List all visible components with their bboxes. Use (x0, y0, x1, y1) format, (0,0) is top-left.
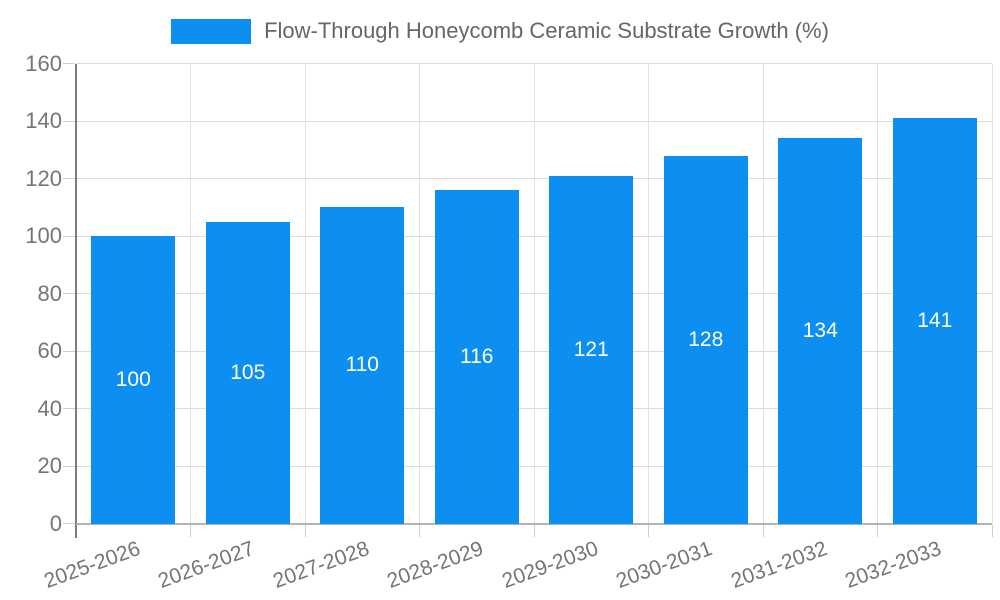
bar-value-label: 134 (802, 318, 838, 342)
bar (892, 118, 977, 524)
bar-value-label: 100 (115, 367, 151, 391)
y-tick-label: 20 (37, 453, 62, 478)
bar-value-label: 110 (345, 353, 379, 377)
bar-value-label: 105 (230, 360, 266, 384)
bar (320, 207, 405, 524)
bar (434, 190, 519, 524)
y-tick (63, 120, 75, 122)
legend-swatch (171, 18, 252, 44)
x-tick-label: 2028-2029 (384, 537, 487, 593)
y-tick-label: 140 (25, 108, 62, 133)
y-tick (63, 63, 75, 64)
bar-value-label: 128 (688, 327, 724, 351)
y-tick-label: 100 (25, 223, 62, 248)
x-tick (991, 524, 993, 537)
y-tick (63, 408, 75, 409)
y-tick (63, 465, 75, 467)
x-tick (648, 524, 649, 537)
x-axis-line (76, 522, 992, 525)
y-tick (63, 235, 75, 237)
y-axis-line (75, 63, 77, 538)
x-gridline (190, 63, 191, 524)
x-tick-label: 2029-2030 (498, 537, 602, 593)
bar-value-label: 141 (917, 308, 953, 332)
x-tick (304, 524, 306, 537)
legend-label: Flow-Through Honeycomb Ceramic Substrate… (264, 18, 829, 43)
x-tick-label: 2027-2028 (269, 537, 373, 593)
x-tick-label: 2032-2033 (842, 537, 945, 593)
y-tick-label: 0 (49, 510, 62, 536)
y-tick (63, 523, 75, 524)
x-tick (877, 524, 878, 537)
y-tick (63, 293, 75, 294)
x-tick-label: 2025-2026 (40, 537, 144, 593)
x-tick-label: 2030-2031 (613, 537, 716, 593)
y-tick (63, 350, 75, 352)
bar (778, 138, 863, 524)
x-gridline (991, 63, 993, 524)
x-tick (533, 524, 535, 537)
bar-value-label: 121 (573, 337, 609, 361)
x-gridline (304, 63, 306, 524)
x-tick-label: 2026-2027 (155, 537, 258, 593)
x-gridline (533, 63, 535, 524)
x-tick (419, 524, 420, 537)
bar (205, 221, 290, 524)
bar-value-label: 116 (460, 344, 494, 368)
y-tick-label: 120 (25, 165, 62, 191)
y-tick (63, 178, 75, 179)
y-tick-label: 40 (37, 395, 62, 421)
x-gridline (648, 63, 649, 524)
x-gridline (762, 63, 764, 524)
y-tick-label: 60 (37, 338, 62, 363)
y-tick-label: 160 (25, 50, 62, 76)
x-tick-label: 2031-2032 (727, 537, 831, 593)
bar (663, 155, 748, 524)
bar (91, 236, 176, 524)
y-tick-label: 80 (37, 280, 62, 306)
x-gridline (419, 63, 420, 524)
x-gridline (877, 63, 878, 524)
x-tick (190, 524, 191, 537)
bar (549, 175, 634, 524)
legend: Flow-Through Honeycomb Ceramic Substrate… (0, 18, 1000, 44)
x-tick (762, 524, 764, 537)
